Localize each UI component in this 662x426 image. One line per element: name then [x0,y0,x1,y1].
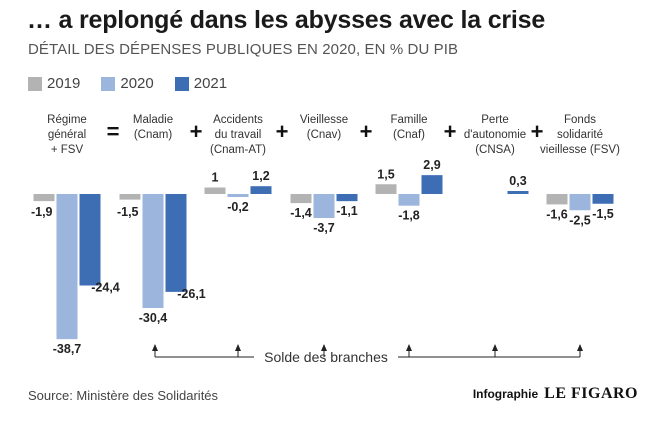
bar-value-label: 0,3 [509,174,526,188]
bar-value-label: -24,4 [91,281,120,295]
bar-value-label: 2,9 [423,158,440,172]
legend-swatch-2020 [101,76,116,91]
category-label: d'autonomie [464,129,526,141]
credit: Infographie LE FIGARO [473,385,638,403]
bar-2020 [142,194,164,308]
bar-value-label: -1,9 [31,205,53,219]
chart-legend: 2019 2020 2021 [28,75,248,92]
bar-2020 [398,194,420,206]
plus-operator: + [190,119,203,144]
category-label: Perte [481,114,509,126]
source-note: Source: Ministère des Solidarités [28,388,219,403]
bar-2020 [569,194,591,211]
bar-2021 [165,194,187,292]
category-label: (CNSA) [475,144,515,156]
category-label: (Cnam-AT) [210,144,266,156]
plus-operator: + [276,119,289,144]
bar-2021 [421,175,443,194]
bar-value-label: -3,7 [313,221,335,235]
legend-swatch-2021 [174,76,189,91]
bar-2019 [546,194,568,205]
category-label: solidarité [557,129,603,141]
bar-value-label: 1,2 [252,169,269,183]
bar-2021 [79,194,101,286]
bar-value-label: 1 [212,171,219,185]
plus-operator: + [360,119,373,144]
category-label: général [48,129,86,141]
bar-value-label: -1,5 [592,207,614,221]
bar-2019 [33,194,55,202]
legend-item-2019: 2019 [28,75,80,92]
arrow-up-icon [406,344,412,351]
bar-value-label: -30,4 [139,311,168,325]
bar-2021 [507,191,529,194]
bar-2019 [290,194,312,204]
arrow-up-icon [321,344,327,351]
bar-2021 [336,194,358,202]
category-label: Accidents [213,114,263,126]
bar-2020 [313,194,335,219]
arrow-up-icon [577,344,583,351]
publisher-logo: LE FIGARO [544,385,638,402]
category-label: + FSV [51,144,84,156]
legend-swatch-2019 [28,76,42,91]
arrow-up-icon [152,344,158,351]
category-label: Fonds [564,114,596,126]
plus-operator: + [444,119,457,144]
bar-2019 [375,184,397,194]
bar-value-label: -1,6 [546,207,568,221]
page-subtitle: DÉTAIL DES DÉPENSES PUBLIQUES EN 2020, E… [28,41,459,58]
arrow-up-icon [235,344,241,351]
bar-2020 [56,194,78,340]
bar-chart: Régime général + FSV Maladie (Cnam) Accidents… [31,114,620,365]
legend-item-2020: 2020 [101,75,154,92]
legend-label-2019: 2019 [47,75,81,92]
bar-value-label: -1,5 [117,205,139,219]
bar-2021 [250,186,272,194]
legend-item-2021: 2021 [174,75,228,92]
category-label: Régime [47,114,87,126]
bracket-annotation: Solde des branches [264,349,388,365]
bar-value-label: -1,8 [398,209,420,223]
page-title: … a replongé dans les abysses avec la cr… [27,6,546,34]
legend-label-2021: 2021 [193,75,228,92]
bar-value-label: -1,4 [290,206,312,220]
category-label: vieillesse (FSV) [540,144,620,156]
legend-label-2020: 2020 [120,75,154,92]
bar-value-label: -0,2 [227,200,249,214]
bar-value-label: -38,7 [53,342,82,356]
plus-operator: + [531,119,544,144]
bar-value-label: -2,5 [569,213,591,227]
equals-operator: = [107,119,120,144]
bar-value-label: -26,1 [177,287,206,301]
bar-value-label: -1,1 [336,204,358,218]
category-label: (Cnaf) [393,129,425,141]
bar-2020 [227,194,249,197]
category-label: (Cnav) [307,129,342,141]
category-label: Famille [390,114,427,126]
bar-2019 [119,194,141,200]
category-label: du travail [215,129,262,141]
category-label: Maladie [133,114,173,126]
arrow-up-icon [492,344,498,351]
credit-prefix: Infographie [472,387,539,401]
bar-value-label: 1,5 [377,167,394,181]
bar-2021 [592,194,614,204]
category-label: Vieillesse [300,114,348,126]
category-label: (Cnam) [134,129,173,141]
bar-2019 [204,187,226,194]
